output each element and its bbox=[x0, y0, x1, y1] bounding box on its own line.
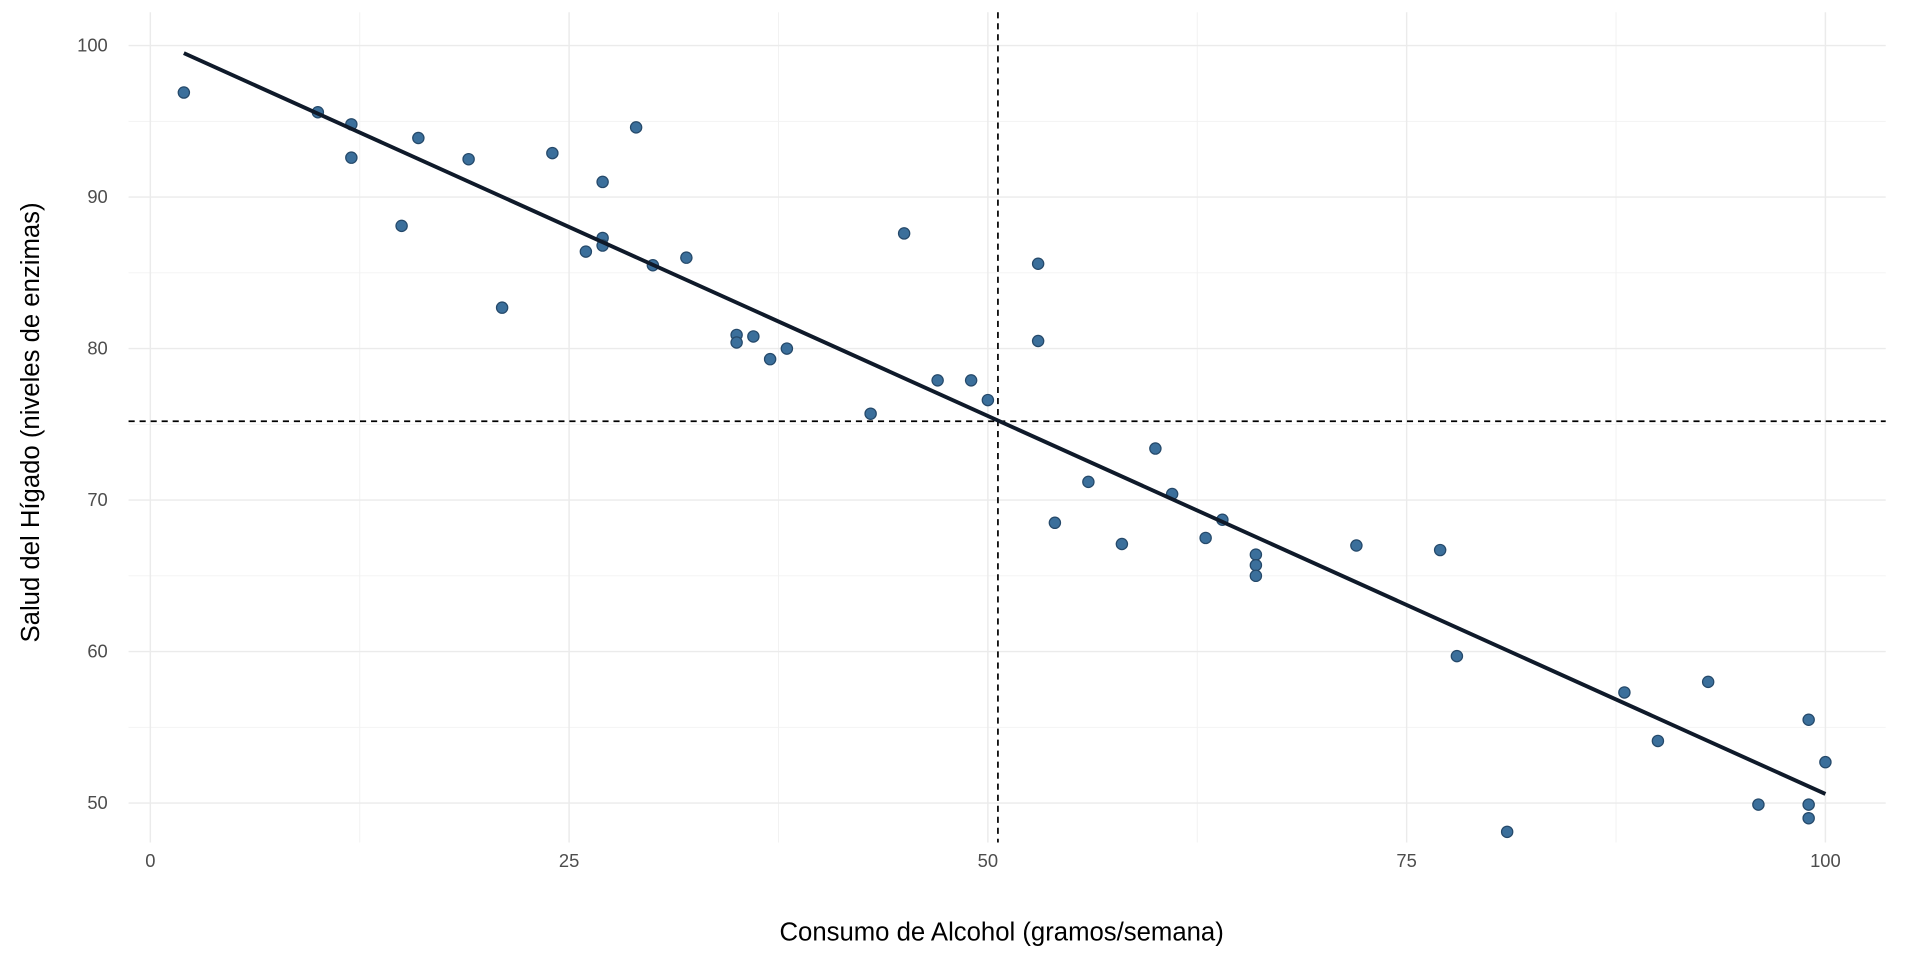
x-tick-label: 50 bbox=[978, 850, 998, 871]
data-point bbox=[1433, 543, 1447, 557]
data-point bbox=[1199, 531, 1212, 545]
data-point bbox=[730, 336, 743, 349]
data-point bbox=[495, 301, 509, 314]
data-point bbox=[1048, 516, 1062, 530]
y-tick-label: 70 bbox=[87, 489, 107, 510]
data-point bbox=[864, 407, 877, 420]
regression-line bbox=[183, 51, 1827, 796]
data-point bbox=[981, 393, 995, 407]
points bbox=[177, 86, 1832, 839]
data-point bbox=[680, 251, 693, 264]
data-point bbox=[1031, 257, 1045, 270]
data-point bbox=[177, 86, 191, 99]
data-point bbox=[1149, 442, 1162, 455]
x-axis-label: Consumo de Alcohol (gramos/semana) bbox=[779, 918, 1223, 946]
data-point bbox=[747, 330, 760, 343]
data-point bbox=[1115, 537, 1129, 551]
reference-lines bbox=[128, 12, 1886, 843]
data-point bbox=[412, 131, 425, 145]
x-tick-label: 100 bbox=[1810, 850, 1841, 871]
data-point bbox=[1031, 334, 1045, 348]
y-tick-label: 50 bbox=[87, 792, 107, 813]
y-tick-label: 80 bbox=[87, 338, 107, 359]
data-point bbox=[931, 374, 944, 387]
y-tick-label: 100 bbox=[77, 35, 108, 56]
y-tick-label: 60 bbox=[87, 641, 107, 662]
grid bbox=[128, 12, 1886, 843]
data-point bbox=[462, 152, 475, 166]
regression-line-group bbox=[183, 51, 1827, 796]
y-tick-label: 90 bbox=[87, 186, 107, 207]
data-point bbox=[780, 342, 794, 355]
x-tick-label: 25 bbox=[559, 850, 579, 871]
data-point bbox=[1752, 798, 1765, 811]
data-point bbox=[1249, 558, 1263, 572]
data-point bbox=[1350, 539, 1363, 552]
x-tick-label: 0 bbox=[145, 850, 155, 871]
data-point bbox=[546, 146, 559, 160]
data-point bbox=[1082, 475, 1095, 489]
data-point bbox=[1249, 548, 1263, 561]
data-point bbox=[579, 245, 593, 258]
data-point bbox=[763, 352, 777, 366]
data-point bbox=[1701, 675, 1715, 689]
data-point bbox=[1500, 825, 1514, 839]
ticks: 0 25 50 75 100 50 60 70 80 90 100 bbox=[77, 35, 1841, 871]
data-point bbox=[395, 219, 408, 233]
data-point bbox=[1651, 734, 1665, 748]
x-tick-label: 75 bbox=[1396, 850, 1416, 871]
data-point bbox=[1819, 755, 1832, 769]
data-point bbox=[1618, 686, 1631, 699]
data-point bbox=[1802, 798, 1815, 811]
data-point bbox=[1249, 569, 1263, 583]
data-point bbox=[1450, 649, 1464, 663]
data-point bbox=[1802, 713, 1815, 726]
data-point bbox=[1802, 811, 1815, 825]
data-point bbox=[897, 227, 911, 240]
y-axis-label: Salud del Hígado (niveles de enzimas) bbox=[17, 202, 45, 642]
data-point bbox=[629, 121, 643, 134]
data-point bbox=[345, 151, 358, 164]
data-point bbox=[964, 374, 978, 387]
data-point bbox=[596, 175, 609, 189]
